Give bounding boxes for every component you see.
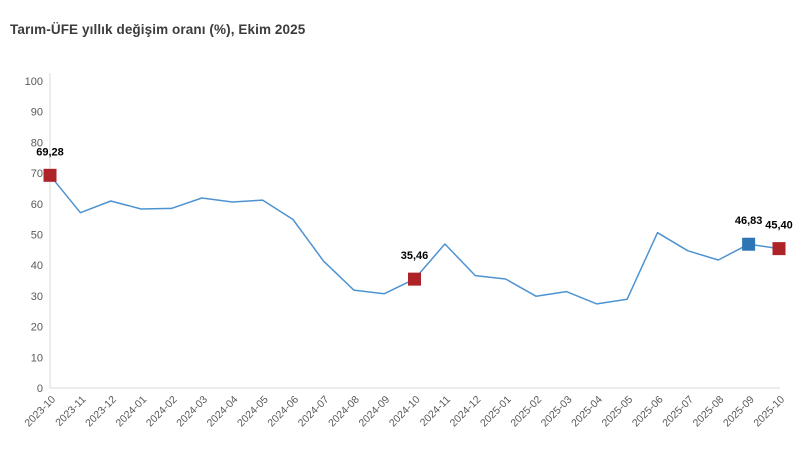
x-axis-tick-label: 2025-03 (539, 394, 575, 430)
x-axis-tick-label: 2024-11 (418, 394, 453, 429)
x-axis-tick-label: 2024-07 (296, 394, 332, 430)
data-point-label: 46,83 (735, 215, 763, 227)
data-point-marker (772, 242, 786, 256)
data-point-marker (742, 237, 756, 251)
data-point-label: 35,46 (401, 250, 429, 262)
x-axis-tick-label: 2025-06 (630, 394, 666, 430)
y-axis-tick-label: 50 (31, 230, 43, 242)
x-axis-tick-label: 2024-09 (357, 394, 393, 430)
data-point-label: 69,28 (36, 146, 64, 158)
x-axis-tick-label: 2025-08 (691, 394, 727, 430)
x-axis-tick-label: 2024-08 (326, 394, 362, 430)
x-axis-tick-label: 2024-03 (174, 394, 210, 430)
y-axis-tick-label: 100 (25, 76, 43, 88)
data-point-marker (43, 168, 57, 182)
x-axis-tick-label: 2024-12 (448, 394, 484, 430)
x-axis-tick-label: 2024-06 (265, 394, 301, 430)
chart-title: Tarım-ÜFE yıllık değişim oranı (%), Ekim… (10, 22, 306, 37)
y-axis-tick-label: 30 (31, 291, 43, 303)
data-point-marker (408, 272, 421, 286)
y-axis-tick-label: 90 (31, 107, 43, 119)
y-axis-tick-label: 40 (31, 260, 43, 272)
y-axis-tick-label: 60 (31, 199, 43, 211)
x-axis-tick-label: 2023-11 (53, 394, 88, 429)
x-axis-tick-label: 2025-07 (660, 394, 696, 430)
y-axis-tick-label: 70 (31, 168, 43, 180)
x-axis-tick-label: 2023-10 (22, 394, 58, 430)
x-axis-tick-label: 2024-04 (205, 394, 241, 430)
data-point-label: 45,40 (765, 220, 793, 232)
y-axis-tick-label: 10 (31, 352, 43, 364)
x-axis-tick-label: 2024-10 (387, 394, 423, 430)
x-axis-tick-label: 2025-05 (600, 394, 636, 430)
x-axis-tick-label: 2025-02 (508, 394, 544, 430)
x-axis-tick-label: 2023-12 (83, 394, 119, 430)
x-axis-tick-label: 2024-02 (144, 394, 180, 430)
x-axis-tick-label: 2025-10 (751, 394, 787, 430)
y-axis-tick-label: 0 (37, 383, 43, 395)
y-axis-tick-label: 20 (31, 322, 43, 334)
x-axis-tick-label: 2024-05 (235, 394, 271, 430)
x-axis-tick-label: 2024-01 (114, 394, 150, 430)
x-axis-tick-label: 2025-01 (478, 394, 514, 430)
y-axis-tick-label: 80 (31, 137, 43, 149)
x-axis-tick-label: 2025-04 (569, 394, 605, 430)
x-axis-tick-label: 2025-09 (721, 394, 757, 430)
